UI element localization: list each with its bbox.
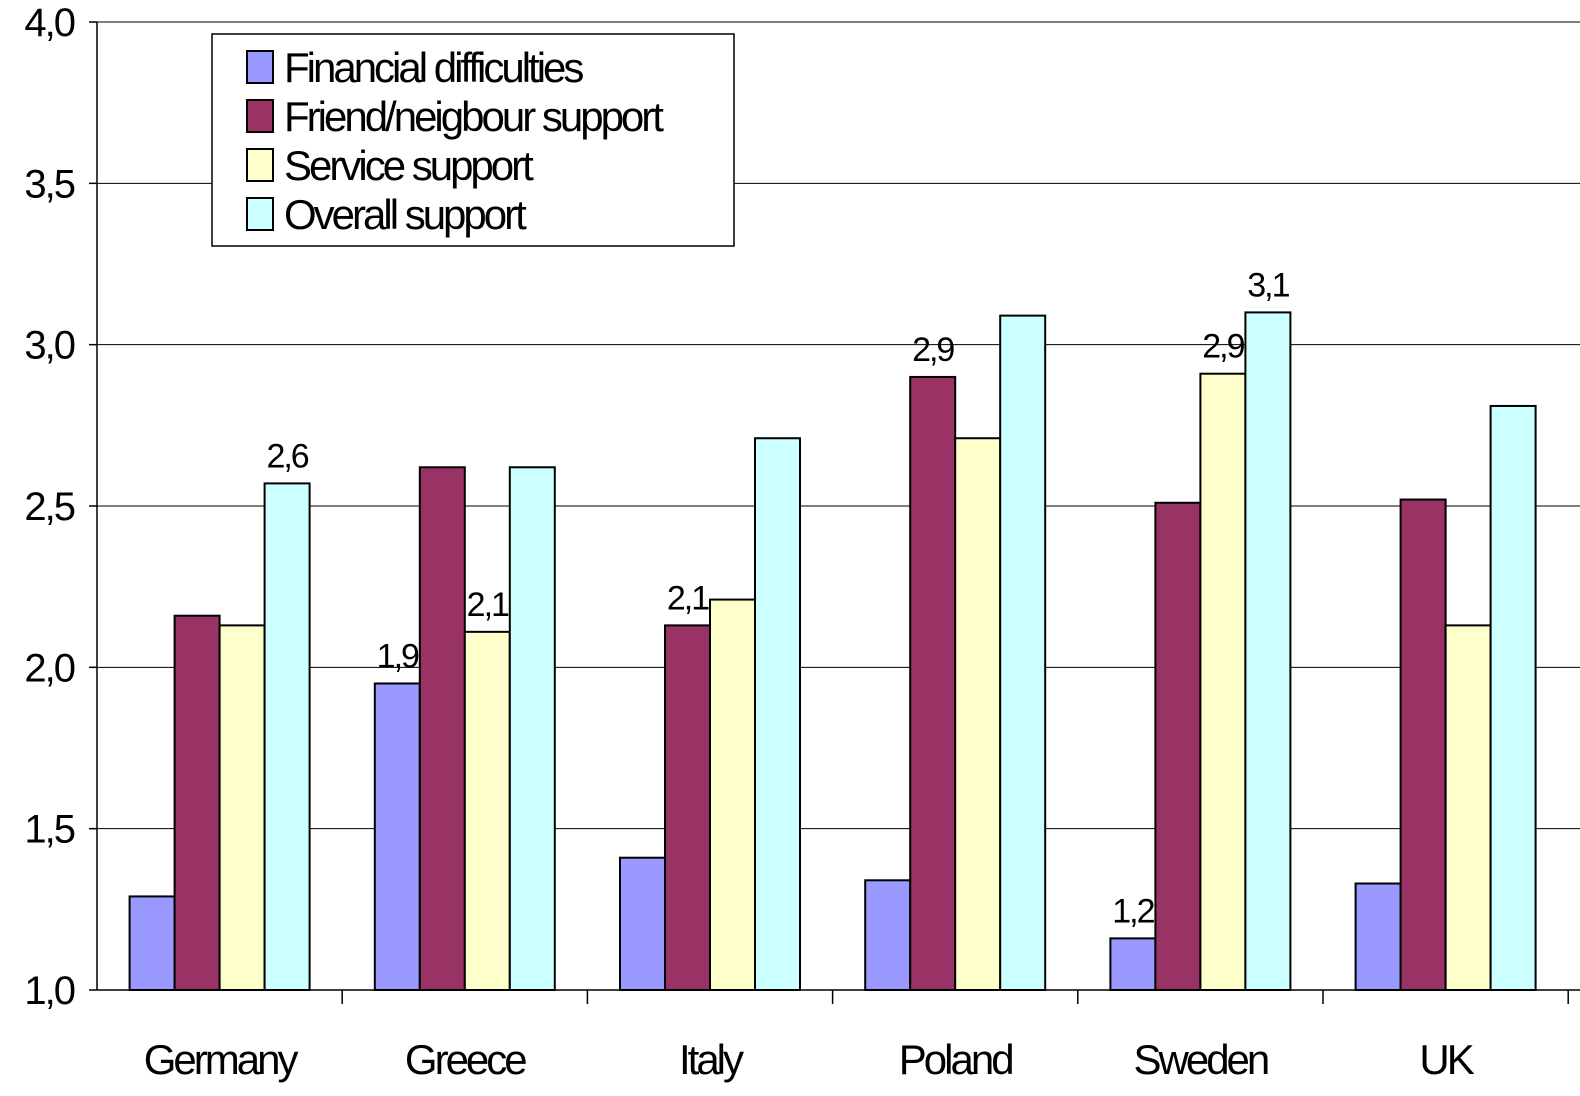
- data-label-sweden-service-support: 2,9: [1202, 328, 1244, 366]
- data-label-germany-overall-support: 2,6: [266, 437, 308, 475]
- bar-uk-financial-difficulties: [1354, 882, 1402, 992]
- bar-germany-service-support: [218, 624, 266, 991]
- bar-greece-financial-difficulties: [373, 682, 421, 991]
- data-label-poland-friend-neigbour-support: 2,9: [912, 331, 954, 369]
- bar-sweden-financial-difficulties: [1109, 937, 1157, 992]
- bar-italy-service-support: [709, 598, 756, 991]
- legend-label-financial-difficulties: Financial difficulties: [284, 44, 583, 91]
- bar-italy-overall-support: [754, 437, 801, 991]
- bar-poland-service-support: [954, 437, 1002, 991]
- y-tick-label: 1,0: [24, 969, 74, 1013]
- category-labels: Germany Greece Italy Poland Sweden UK: [144, 1036, 1478, 1083]
- bar-greece-service-support: [463, 630, 511, 992]
- bars: [128, 311, 1537, 992]
- bar-sweden-service-support: [1199, 372, 1247, 991]
- bar-sweden-friend-neigbour-support: [1154, 501, 1202, 991]
- bar-poland-friend-neigbour-support: [909, 375, 957, 991]
- legend-swatch-friend-neigbour-support: [246, 99, 274, 133]
- data-label-greece-service-support: 2,1: [467, 586, 509, 624]
- data-labels: 2,61,92,1 2,12,91,22,93,1: [266, 266, 1291, 930]
- bar-germany-friend-neigbour-support: [173, 614, 221, 991]
- bar-uk-overall-support: [1489, 404, 1537, 991]
- bar-germany-financial-difficulties: [128, 895, 176, 992]
- category-label-uk: UK: [1419, 1036, 1474, 1083]
- y-tick-label: 3,5: [24, 162, 74, 206]
- bar-greece-friend-neigbour-support: [418, 466, 466, 991]
- legend-label-service-support: Service support: [284, 142, 534, 189]
- bar-greece-overall-support: [508, 466, 556, 991]
- bar-italy-friend-neigbour-support: [664, 624, 711, 991]
- data-label-greece-financial-difficulties: 1,9: [377, 637, 419, 675]
- y-tick-label: 2,0: [24, 646, 74, 690]
- category-label-italy: Italy: [679, 1036, 744, 1083]
- y-tick-labels: 1,0 1,5 2,0 2,5 3,0 3,5 4,0: [24, 1, 76, 1013]
- bar-italy-financial-difficulties: [619, 856, 666, 991]
- legend-swatch-service-support: [246, 148, 274, 182]
- legend-swatch-financial-difficulties: [246, 50, 274, 84]
- category-label-poland: Poland: [899, 1036, 1012, 1083]
- bar-poland-financial-difficulties: [864, 879, 912, 991]
- y-tick-label: 3,0: [24, 324, 74, 368]
- legend-box: [211, 33, 735, 247]
- legend-label-friend-neigbour-support: Friend/neigbour support: [284, 93, 664, 140]
- category-label-germany: Germany: [144, 1036, 299, 1083]
- axes: [89, 21, 1580, 1004]
- bar-sweden-overall-support: [1244, 311, 1292, 991]
- y-tick-label: 4,0: [24, 1, 74, 45]
- legend-swatch-overall-support: [246, 197, 274, 231]
- y-tick-label: 2,5: [24, 485, 74, 529]
- bar-poland-overall-support: [999, 314, 1047, 992]
- legend-label-overall-support: Overall support: [284, 191, 527, 238]
- y-tick-label: 1,5: [24, 808, 74, 852]
- bar-uk-service-support: [1444, 624, 1492, 991]
- bar-uk-friend-neigbour-support: [1399, 498, 1447, 991]
- category-label-sweden: Sweden: [1134, 1036, 1268, 1083]
- data-label-sweden-financial-difficulties: 1,2: [1112, 892, 1154, 930]
- data-label-italy-friend-neigbour-support: 2,1: [667, 579, 709, 617]
- bar-germany-overall-support: [263, 482, 311, 991]
- category-label-greece: Greece: [405, 1036, 526, 1083]
- data-label-sweden-overall-support: 3,1: [1247, 266, 1289, 304]
